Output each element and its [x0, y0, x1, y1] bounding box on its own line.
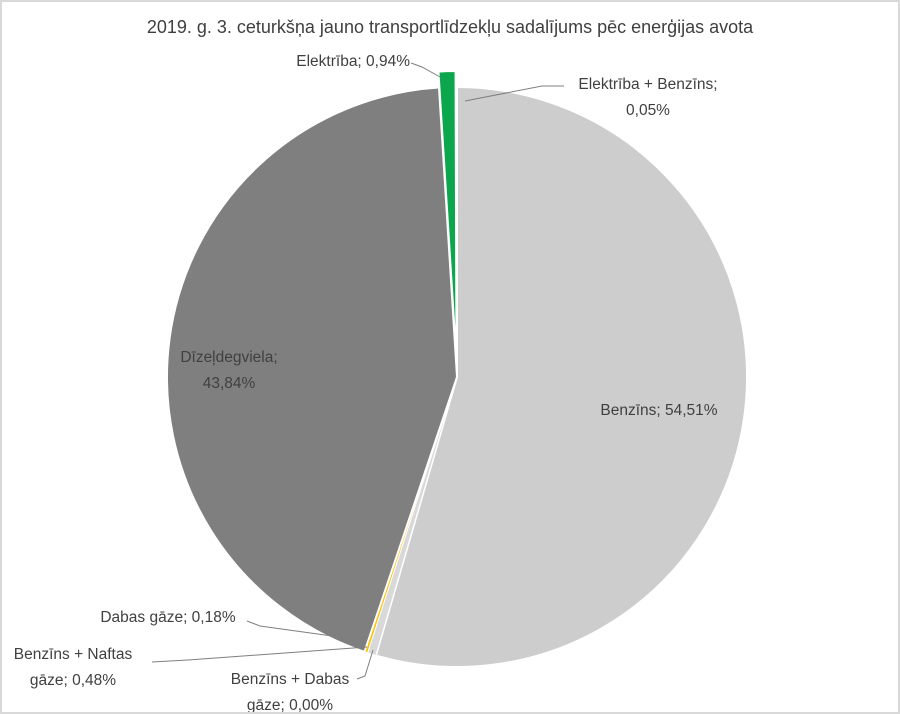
leader-line-elektriba — [410, 62, 441, 78]
label-text: Dīzeļdegviela; — [180, 349, 278, 366]
label-text: gāze; 0,00% — [246, 697, 334, 714]
label-text: 43,84% — [202, 375, 256, 392]
label-dabas-gaze: Dabas gāze; 0,18% — [85, 605, 251, 631]
leader-line-elektriba-benzins — [464, 85, 564, 102]
label-elektriba: Elektrība; 0,94% — [242, 49, 410, 75]
label-benzins-naftas-gaze: Benzīns + Naftas gāze; 0,48% — [2, 642, 144, 694]
label-benzins: Benzīns; 54,51% — [585, 398, 733, 424]
label-text: 0,05% — [626, 102, 670, 119]
label-text: Dabas gāze; 0,18% — [100, 609, 236, 626]
pie-slice-elektriba-benzins — [455, 86, 458, 378]
label-dizeldegviela: Dīzeļdegviela; 43,84% — [163, 345, 295, 397]
leader-line-benzins-naftas-gaze — [151, 646, 368, 663]
pie-slice-benzins — [374, 85, 748, 668]
leader-line-benzins-dabas-gaze — [356, 649, 374, 680]
label-text: Elektrība + Benzīns; — [578, 76, 718, 93]
label-benzins-dabas-gaze: Benzīns + Dabas gāze; 0,00% — [218, 667, 362, 714]
leader-line-dabas-gaze — [246, 620, 362, 641]
chart-title: 2019. g. 3. ceturkšņa jauno transportlīd… — [146, 17, 754, 37]
label-text: Elektrība; 0,94% — [296, 53, 410, 70]
label-text: gāze; 0,48% — [29, 672, 117, 689]
label-text: Benzīns + Naftas — [13, 646, 133, 663]
pie-slices-group — [166, 70, 748, 668]
pie-slice-elektriba — [437, 70, 458, 362]
label-text: Benzīns + Dabas — [230, 671, 350, 688]
label-elektriba-benzins: Elektrība + Benzīns; 0,05% — [558, 72, 738, 124]
label-text: Benzīns; 54,51% — [600, 402, 718, 419]
pie-slice-dizeldegviela — [166, 86, 459, 654]
